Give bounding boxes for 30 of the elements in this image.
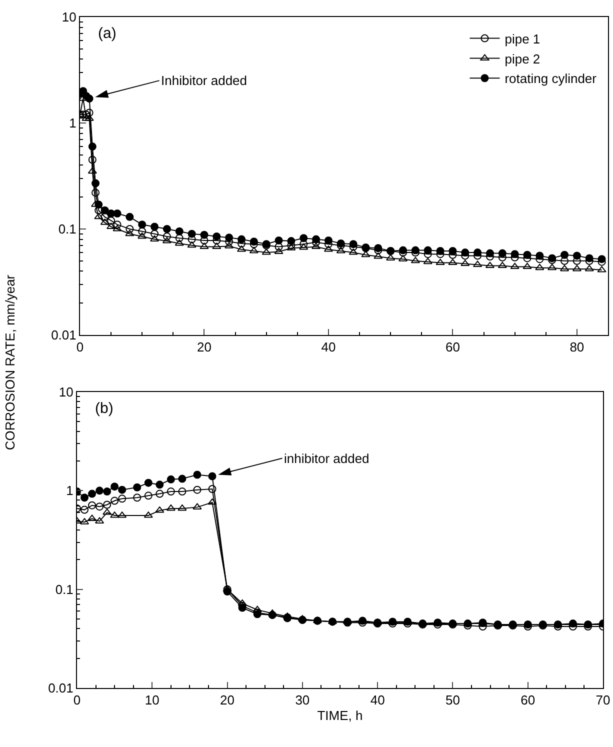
x-axis-title: TIME, h (317, 708, 363, 724)
x-tick-label: 0 (76, 340, 84, 355)
annotation: inhibitor added (284, 451, 370, 466)
y-tick-label: 10 (62, 10, 76, 25)
y-tick-label: 0.01 (48, 680, 74, 696)
y-tick-label: 0.1 (55, 582, 74, 597)
x-tick-label: 40 (370, 692, 385, 708)
x-tick-label: 80 (570, 340, 584, 355)
x-tick-label: 60 (445, 340, 460, 355)
y-axis-title: CORROSION RATE, mm/year (2, 274, 18, 452)
x-tick-label: 40 (321, 340, 336, 355)
x-tick-label: 60 (520, 692, 536, 708)
x-tick-label: 0 (73, 692, 81, 708)
legend-label: pipe 1 (504, 31, 540, 46)
x-tick-label: 20 (197, 340, 212, 355)
y-tick-label: 0.01 (51, 328, 76, 343)
legend-label: pipe 2 (504, 51, 540, 66)
annotation: (b) (95, 400, 114, 417)
x-tick-label: 20 (220, 692, 235, 708)
y-tick-label: 0.1 (58, 222, 76, 237)
y-tick-label: 1 (69, 116, 76, 131)
y-tick-label: 10 (58, 384, 74, 400)
x-tick-label: 70 (596, 692, 610, 708)
annotation: Inhibitor added (161, 73, 248, 88)
legend-label: rotating cylinder (504, 71, 598, 86)
y-tick-label: 1 (66, 483, 74, 498)
x-tick-label: 10 (144, 692, 160, 708)
annotation: (a) (98, 25, 116, 42)
x-tick-label: 30 (295, 692, 310, 708)
x-tick-label: 50 (445, 692, 460, 708)
